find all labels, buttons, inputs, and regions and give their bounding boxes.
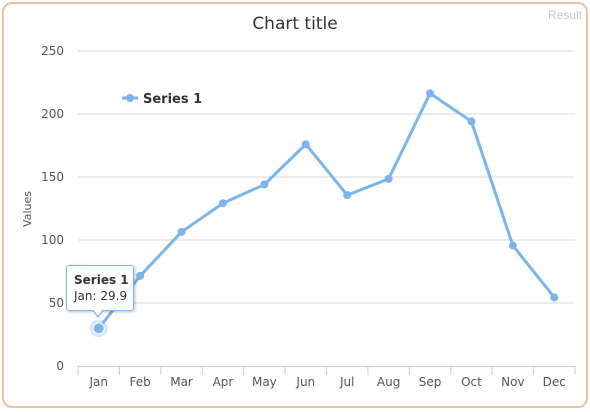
data-point[interactable] xyxy=(260,180,269,189)
x-tick-label: Feb xyxy=(130,375,151,389)
data-point[interactable] xyxy=(92,322,105,335)
x-tick-label: Apr xyxy=(213,375,234,389)
data-point[interactable] xyxy=(301,140,310,149)
data-point[interactable] xyxy=(467,117,476,126)
x-tick-label: Jun xyxy=(295,375,315,389)
y-axis-title: Values xyxy=(21,191,34,227)
tooltip-series-name: Series 1 xyxy=(74,273,129,287)
x-axis-labels: Jan Feb Mar Apr May Jun Jul Aug Sep Oct Nov Dec xyxy=(88,375,565,389)
x-tick-label: Jul xyxy=(339,375,354,389)
data-point[interactable] xyxy=(384,174,393,183)
data-point[interactable] xyxy=(218,199,227,208)
tooltip-value: Jan: 29.9 xyxy=(74,289,128,303)
result-tag: Result xyxy=(547,8,582,22)
x-tick-label: Nov xyxy=(501,375,524,389)
legend-label[interactable]: Series 1 xyxy=(143,92,202,107)
series-line xyxy=(97,91,556,330)
x-tick-label: Mar xyxy=(170,375,193,389)
x-tick-label: May xyxy=(252,375,277,389)
x-axis xyxy=(77,366,576,375)
series-group xyxy=(89,89,559,338)
x-tick-label: Dec xyxy=(543,375,566,389)
x-tick-label: Jan xyxy=(88,375,108,389)
y-tick-label: 100 xyxy=(41,233,64,247)
data-point[interactable] xyxy=(136,271,145,280)
x-tick-label: Oct xyxy=(461,375,482,389)
data-point[interactable] xyxy=(343,191,352,200)
tooltip-pointer-fill xyxy=(93,309,103,316)
y-tick-label: 0 xyxy=(56,359,64,373)
chart-title: Chart title xyxy=(252,14,337,34)
y-tick-label: 50 xyxy=(49,296,64,310)
data-point[interactable] xyxy=(550,293,559,302)
chart-frame xyxy=(2,2,588,408)
x-tick-label: Aug xyxy=(377,375,400,389)
y-tick-label: 200 xyxy=(41,107,64,121)
y-tick-label: 150 xyxy=(41,170,64,184)
tooltip: Series 1 Jan: 29.9 xyxy=(66,265,134,311)
y-tick-label: 250 xyxy=(41,44,64,58)
legend-marker-icon xyxy=(126,94,134,102)
legend[interactable]: Series 1 xyxy=(122,92,202,107)
data-point[interactable] xyxy=(508,241,517,250)
x-tick-label: Sep xyxy=(419,375,442,389)
data-point[interactable] xyxy=(177,227,186,236)
grid-lines xyxy=(78,50,575,304)
y-axis-labels: 0 50 100 150 200 250 xyxy=(41,44,64,373)
data-point[interactable] xyxy=(426,89,435,98)
